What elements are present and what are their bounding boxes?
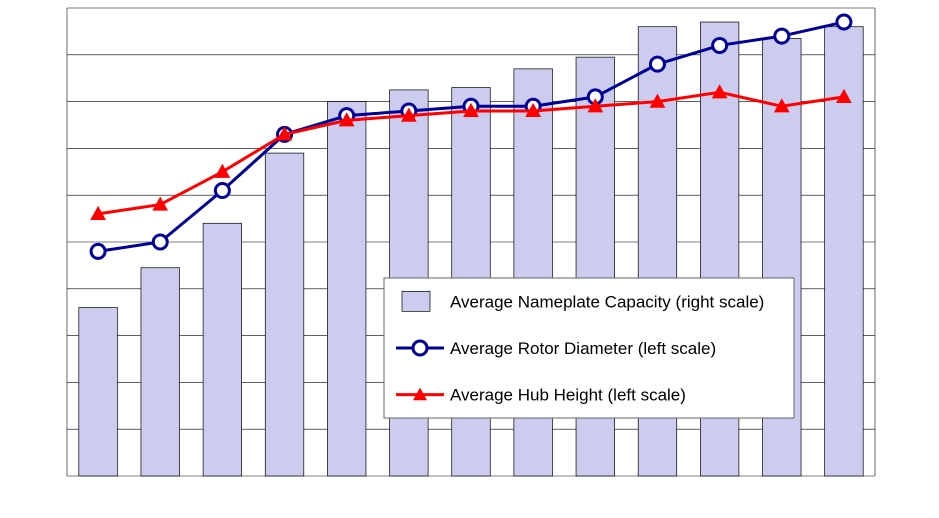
marker-circle — [837, 15, 851, 29]
marker-circle — [713, 38, 727, 52]
marker-circle — [91, 244, 105, 258]
legend: Average Nameplate Capacity (right scale)… — [384, 278, 794, 418]
marker-circle — [153, 235, 167, 249]
chart-svg: Average Nameplate Capacity (right scale)… — [0, 0, 939, 518]
bar — [203, 223, 242, 476]
bar — [265, 153, 304, 476]
bar — [141, 268, 180, 476]
bar — [327, 102, 366, 476]
legend-label: Average Nameplate Capacity (right scale) — [450, 292, 764, 311]
marker-circle — [650, 57, 664, 71]
marker-circle — [215, 184, 229, 198]
turbine-trends-chart: Average Nameplate Capacity (right scale)… — [0, 0, 939, 518]
marker-circle — [775, 29, 789, 43]
bar — [79, 308, 118, 476]
legend-label: Average Hub Height (left scale) — [450, 386, 686, 405]
legend-label: Average Rotor Diameter (left scale) — [450, 339, 716, 358]
